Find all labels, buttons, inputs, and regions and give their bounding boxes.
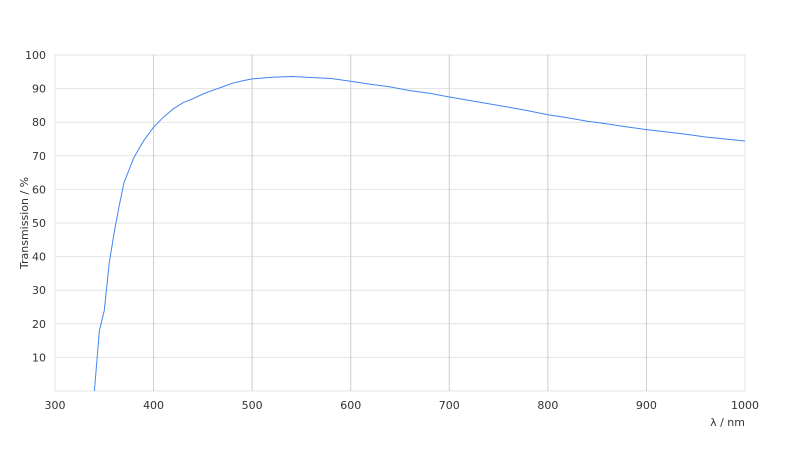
- y-tick-label: 60: [32, 183, 46, 196]
- y-tick-label: 80: [32, 116, 46, 129]
- y-tick-label: 40: [32, 251, 46, 264]
- x-tick-label: 500: [242, 399, 263, 412]
- y-tick-label: 30: [32, 284, 46, 297]
- y-tick-label: 20: [32, 318, 46, 331]
- y-tick-label: 10: [32, 351, 46, 364]
- x-tick-label: 300: [45, 399, 66, 412]
- y-tick-label: 70: [32, 150, 46, 163]
- x-axis-label: λ / nm: [710, 416, 745, 429]
- x-tick-label: 600: [340, 399, 361, 412]
- series: [93, 75, 746, 392]
- x-tick-label: 400: [143, 399, 164, 412]
- x-tick-label: 700: [439, 399, 460, 412]
- x-tick-label: 1000: [731, 399, 759, 412]
- x-tick-label: 900: [636, 399, 657, 412]
- y-axis-label: Transmission / %: [18, 177, 31, 270]
- y-tick-label: 50: [32, 217, 46, 230]
- x-tick-label: 800: [537, 399, 558, 412]
- tick-labels: 10 20 30 40 50 60 70 80 90 100 300 400 500 600 700 800 9…: [25, 49, 759, 412]
- series-line: [93, 75, 746, 392]
- y-tick-label: 90: [32, 83, 46, 96]
- y-tick-label: 100: [25, 49, 46, 62]
- grid: [54, 54, 746, 392]
